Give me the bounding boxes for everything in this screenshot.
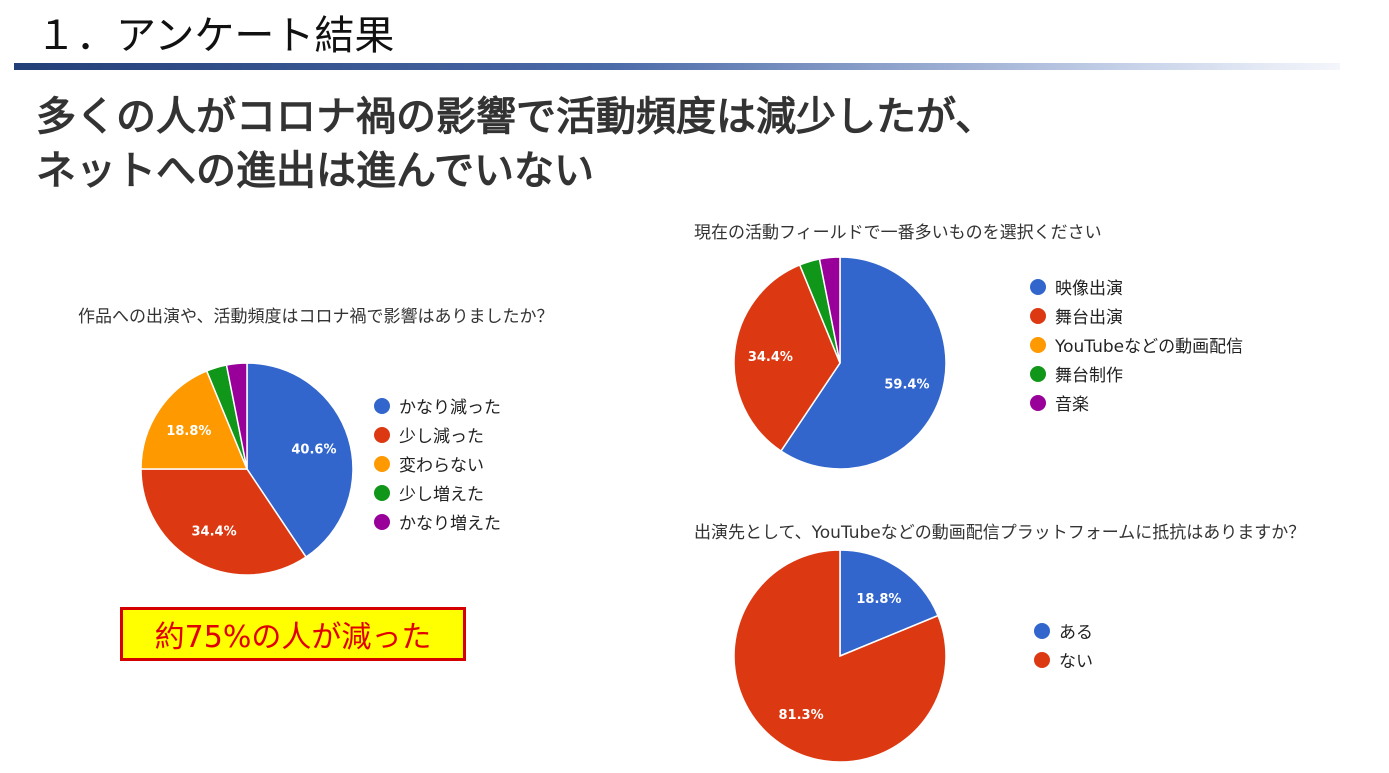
chart-1-data-label-2: 34.4% <box>192 525 237 540</box>
legend-swatch <box>1030 278 1046 295</box>
chart-2-slice-5 <box>818 256 841 364</box>
chart-2-legend-item-2: 舞台出演 <box>1030 301 1243 330</box>
chart-2-pie: 59.4% 34.4% <box>733 256 947 470</box>
headline: 多くの人がコロナ禍の影響で活動頻度は減少したが、 ネットへの進出は進んでいない <box>36 90 995 198</box>
legend-label: 映像出演 <box>1055 279 1123 299</box>
legend-label: ある <box>1059 623 1093 643</box>
chart-1-slice-2 <box>140 468 308 576</box>
chart-3-legend: ある ない <box>1034 616 1093 674</box>
chart-1-legend-item-4: 少し増えた <box>374 478 501 507</box>
legend-swatch <box>374 513 390 530</box>
chart-2-slice-1 <box>779 256 947 470</box>
headline-line-1: 多くの人がコロナ禍の影響で活動頻度は減少したが、 <box>36 94 996 140</box>
legend-label: 音楽 <box>1055 395 1089 415</box>
headline-line-2: ネットへの進出は進んでいない <box>36 148 594 194</box>
chart-3-slice-2 <box>733 549 947 763</box>
chart-2-data-label-1: 59.4% <box>884 377 929 392</box>
chart-3-legend-item-2: ない <box>1034 645 1093 674</box>
chart-1-title: 作品への出演や、活動頻度はコロナ禍で影響はありましたか？ <box>78 307 554 327</box>
chart-1-legend: かなり減った 少し減った変わらない少し増えたかなり増えた <box>374 391 501 536</box>
legend-label: 舞台制作 <box>1055 366 1123 386</box>
legend-swatch <box>1030 307 1046 324</box>
legend-swatch <box>374 455 390 472</box>
chart-1-legend-item-1: かなり減った <box>374 391 501 420</box>
legend-swatch <box>374 426 390 443</box>
chart-3-slice-1 <box>839 549 939 658</box>
section-title: １．アンケート結果 <box>36 13 395 59</box>
callout-box: 約75%の人が減った <box>120 607 466 661</box>
chart-2-legend: 映像出演舞台出演 YouTubeなどの動画配信 舞台制作音楽 <box>1030 272 1243 417</box>
legend-swatch <box>1034 622 1050 639</box>
chart-1-data-label-3: 18.8% <box>166 424 211 439</box>
legend-swatch <box>1034 651 1050 668</box>
chart-2-legend-item-4: 舞台制作 <box>1030 359 1243 388</box>
legend-label: 舞台出演 <box>1055 308 1123 328</box>
legend-label: ない <box>1059 652 1093 672</box>
title-rule <box>14 63 1340 70</box>
chart-2-legend-item-1: 映像出演 <box>1030 272 1243 301</box>
chart-3-legend-item-1: ある <box>1034 616 1093 645</box>
legend-label: YouTubeなどの動画配信 <box>1055 337 1244 357</box>
legend-swatch <box>374 397 390 414</box>
legend-swatch <box>1030 394 1046 411</box>
chart-3-data-label-1: 18.8% <box>856 592 901 607</box>
legend-label: 少し減った <box>399 427 484 447</box>
chart-1-slice-1 <box>246 362 354 559</box>
chart-1-slice-5 <box>225 362 248 470</box>
chart-3-pie: 18.8% 81.3% <box>733 549 947 763</box>
chart-2-legend-item-3: YouTubeなどの動画配信 <box>1030 330 1243 359</box>
chart-3-title: 出演先として、YouTubeなどの動画配信プラットフォームに抵抗はありますか？ <box>694 523 1306 543</box>
legend-swatch <box>1030 336 1046 353</box>
legend-label: 変わらない <box>399 456 484 476</box>
chart-2-title: 現在の活動フィールドで一番多いものを選択ください <box>694 223 1102 243</box>
chart-1-legend-item-3: 変わらない <box>374 449 501 478</box>
chart-2-slice-2 <box>733 263 841 453</box>
legend-swatch <box>1030 365 1046 382</box>
chart-1-legend-item-5: かなり増えた <box>374 507 501 536</box>
legend-label: かなり増えた <box>399 514 501 534</box>
legend-swatch <box>374 484 390 501</box>
chart-1-pie: 40.6% 34.4% 18.8% <box>140 362 354 576</box>
chart-1-data-label-1: 40.6% <box>291 443 336 458</box>
chart-1-legend-item-2: 少し減った <box>374 420 501 449</box>
legend-label: かなり減った <box>399 398 501 418</box>
chart-2-data-label-2: 34.4% <box>748 350 793 365</box>
chart-1-slice-3 <box>140 369 249 470</box>
chart-2-legend-item-5: 音楽 <box>1030 388 1243 417</box>
chart-3-data-label-2: 81.3% <box>779 708 824 723</box>
legend-label: 少し増えた <box>399 485 484 505</box>
